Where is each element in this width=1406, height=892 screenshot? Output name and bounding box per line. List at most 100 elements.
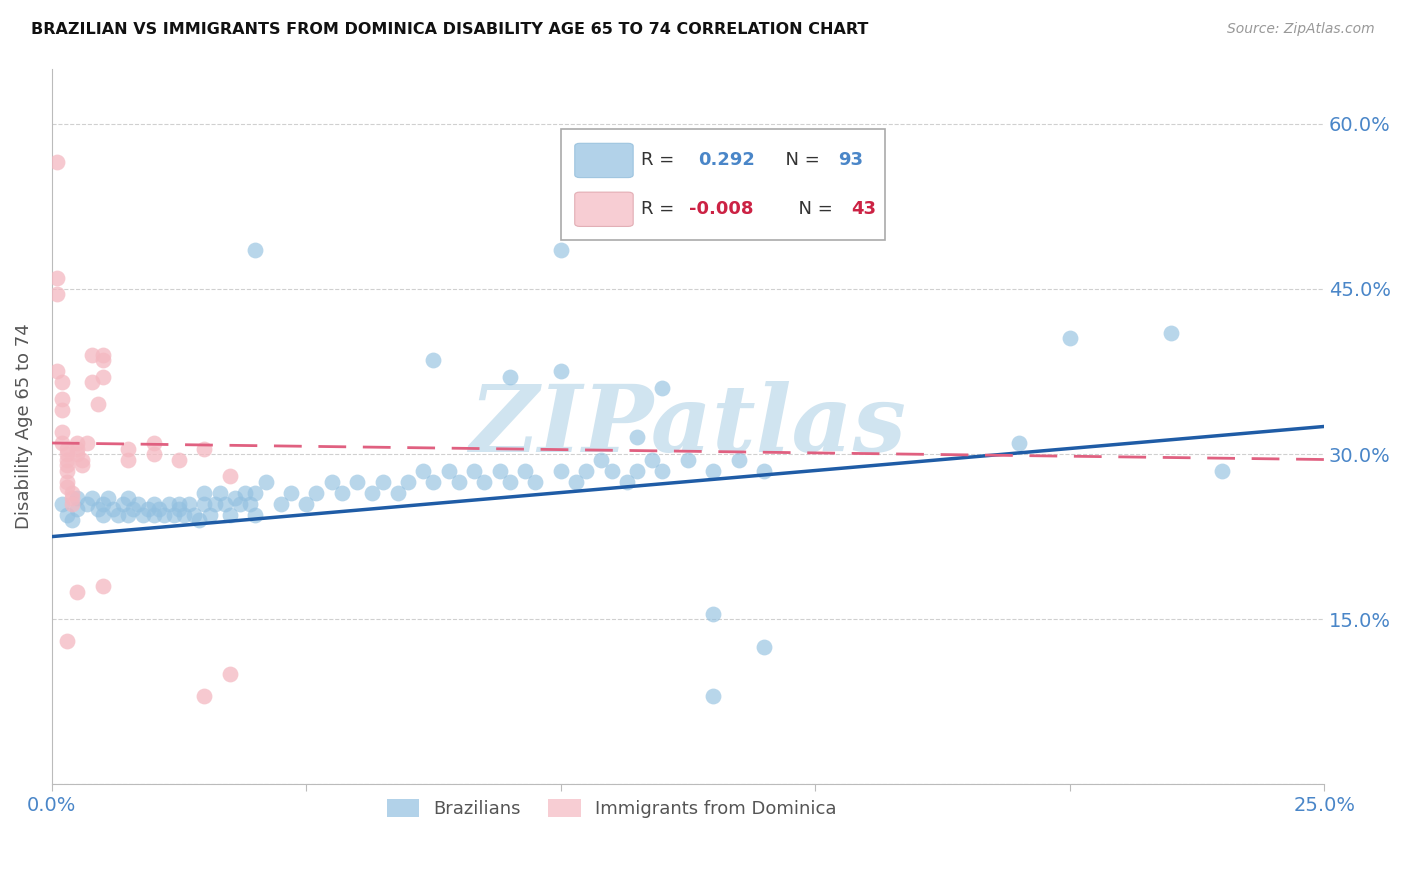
Point	[91, 353, 114, 368]
Point	[66, 584, 89, 599]
Point	[179, 497, 201, 511]
Point	[1160, 326, 1182, 340]
Point	[245, 508, 267, 522]
Point	[193, 497, 215, 511]
Point	[321, 475, 343, 489]
Point	[422, 353, 444, 368]
Point	[229, 497, 252, 511]
Point	[76, 497, 98, 511]
Point	[82, 376, 104, 390]
Point	[727, 452, 749, 467]
Point	[1059, 331, 1081, 345]
Text: N =: N =	[787, 201, 839, 219]
Point	[117, 491, 139, 505]
Point	[56, 458, 79, 472]
Point	[86, 502, 108, 516]
Point	[51, 425, 73, 439]
Point	[193, 690, 215, 704]
Point	[45, 155, 67, 169]
Point	[488, 464, 510, 478]
Point	[60, 497, 83, 511]
Point	[754, 464, 776, 478]
Point	[173, 508, 195, 522]
Point	[204, 497, 226, 511]
Point	[45, 287, 67, 301]
Point	[132, 508, 155, 522]
Text: 0.292: 0.292	[699, 152, 755, 169]
Point	[676, 452, 699, 467]
Point	[463, 464, 485, 478]
Y-axis label: Disability Age 65 to 74: Disability Age 65 to 74	[15, 324, 32, 529]
Point	[148, 502, 170, 516]
Point	[122, 502, 145, 516]
Point	[702, 607, 724, 621]
Point	[245, 485, 267, 500]
Point	[56, 464, 79, 478]
Point	[107, 508, 129, 522]
Point	[127, 497, 149, 511]
Point	[76, 436, 98, 450]
Text: 93: 93	[838, 152, 863, 169]
Point	[219, 508, 242, 522]
Point	[422, 475, 444, 489]
Point	[616, 475, 638, 489]
FancyBboxPatch shape	[561, 129, 886, 240]
Point	[56, 475, 79, 489]
Point	[51, 436, 73, 450]
Point	[754, 640, 776, 654]
Point	[91, 348, 114, 362]
Point	[575, 464, 598, 478]
Point	[224, 491, 246, 505]
Point	[91, 508, 114, 522]
Point	[600, 464, 623, 478]
Text: ZIPatlas: ZIPatlas	[470, 382, 907, 472]
Point	[626, 430, 648, 444]
FancyBboxPatch shape	[575, 192, 633, 227]
Point	[66, 491, 89, 505]
Point	[550, 364, 572, 378]
Point	[193, 485, 215, 500]
Point	[142, 436, 165, 450]
Point	[142, 447, 165, 461]
Point	[371, 475, 394, 489]
Point	[188, 513, 211, 527]
Point	[45, 364, 67, 378]
Point	[305, 485, 328, 500]
Point	[56, 480, 79, 494]
Point	[499, 370, 522, 384]
Point	[651, 381, 673, 395]
FancyBboxPatch shape	[575, 144, 633, 178]
Legend: Brazilians, Immigrants from Dominica: Brazilians, Immigrants from Dominica	[380, 792, 844, 825]
Point	[60, 491, 83, 505]
Point	[163, 508, 186, 522]
Point	[66, 502, 89, 516]
Text: R =: R =	[641, 201, 681, 219]
Point	[117, 508, 139, 522]
Point	[101, 502, 124, 516]
Text: N =: N =	[775, 152, 825, 169]
Point	[91, 579, 114, 593]
Point	[499, 475, 522, 489]
Point	[295, 497, 318, 511]
Point	[513, 464, 536, 478]
Point	[219, 667, 242, 681]
Point	[330, 485, 353, 500]
Point	[214, 497, 236, 511]
Point	[51, 403, 73, 417]
Point	[82, 348, 104, 362]
Text: Source: ZipAtlas.com: Source: ZipAtlas.com	[1227, 22, 1375, 37]
Point	[66, 442, 89, 456]
Point	[167, 502, 190, 516]
Point	[91, 497, 114, 511]
Point	[641, 452, 664, 467]
Point	[111, 497, 134, 511]
Point	[387, 485, 409, 500]
Point	[702, 464, 724, 478]
Point	[82, 491, 104, 505]
Text: R =: R =	[641, 152, 686, 169]
Point	[550, 464, 572, 478]
Point	[1008, 436, 1031, 450]
Point	[56, 508, 79, 522]
Point	[117, 452, 139, 467]
Point	[60, 485, 83, 500]
